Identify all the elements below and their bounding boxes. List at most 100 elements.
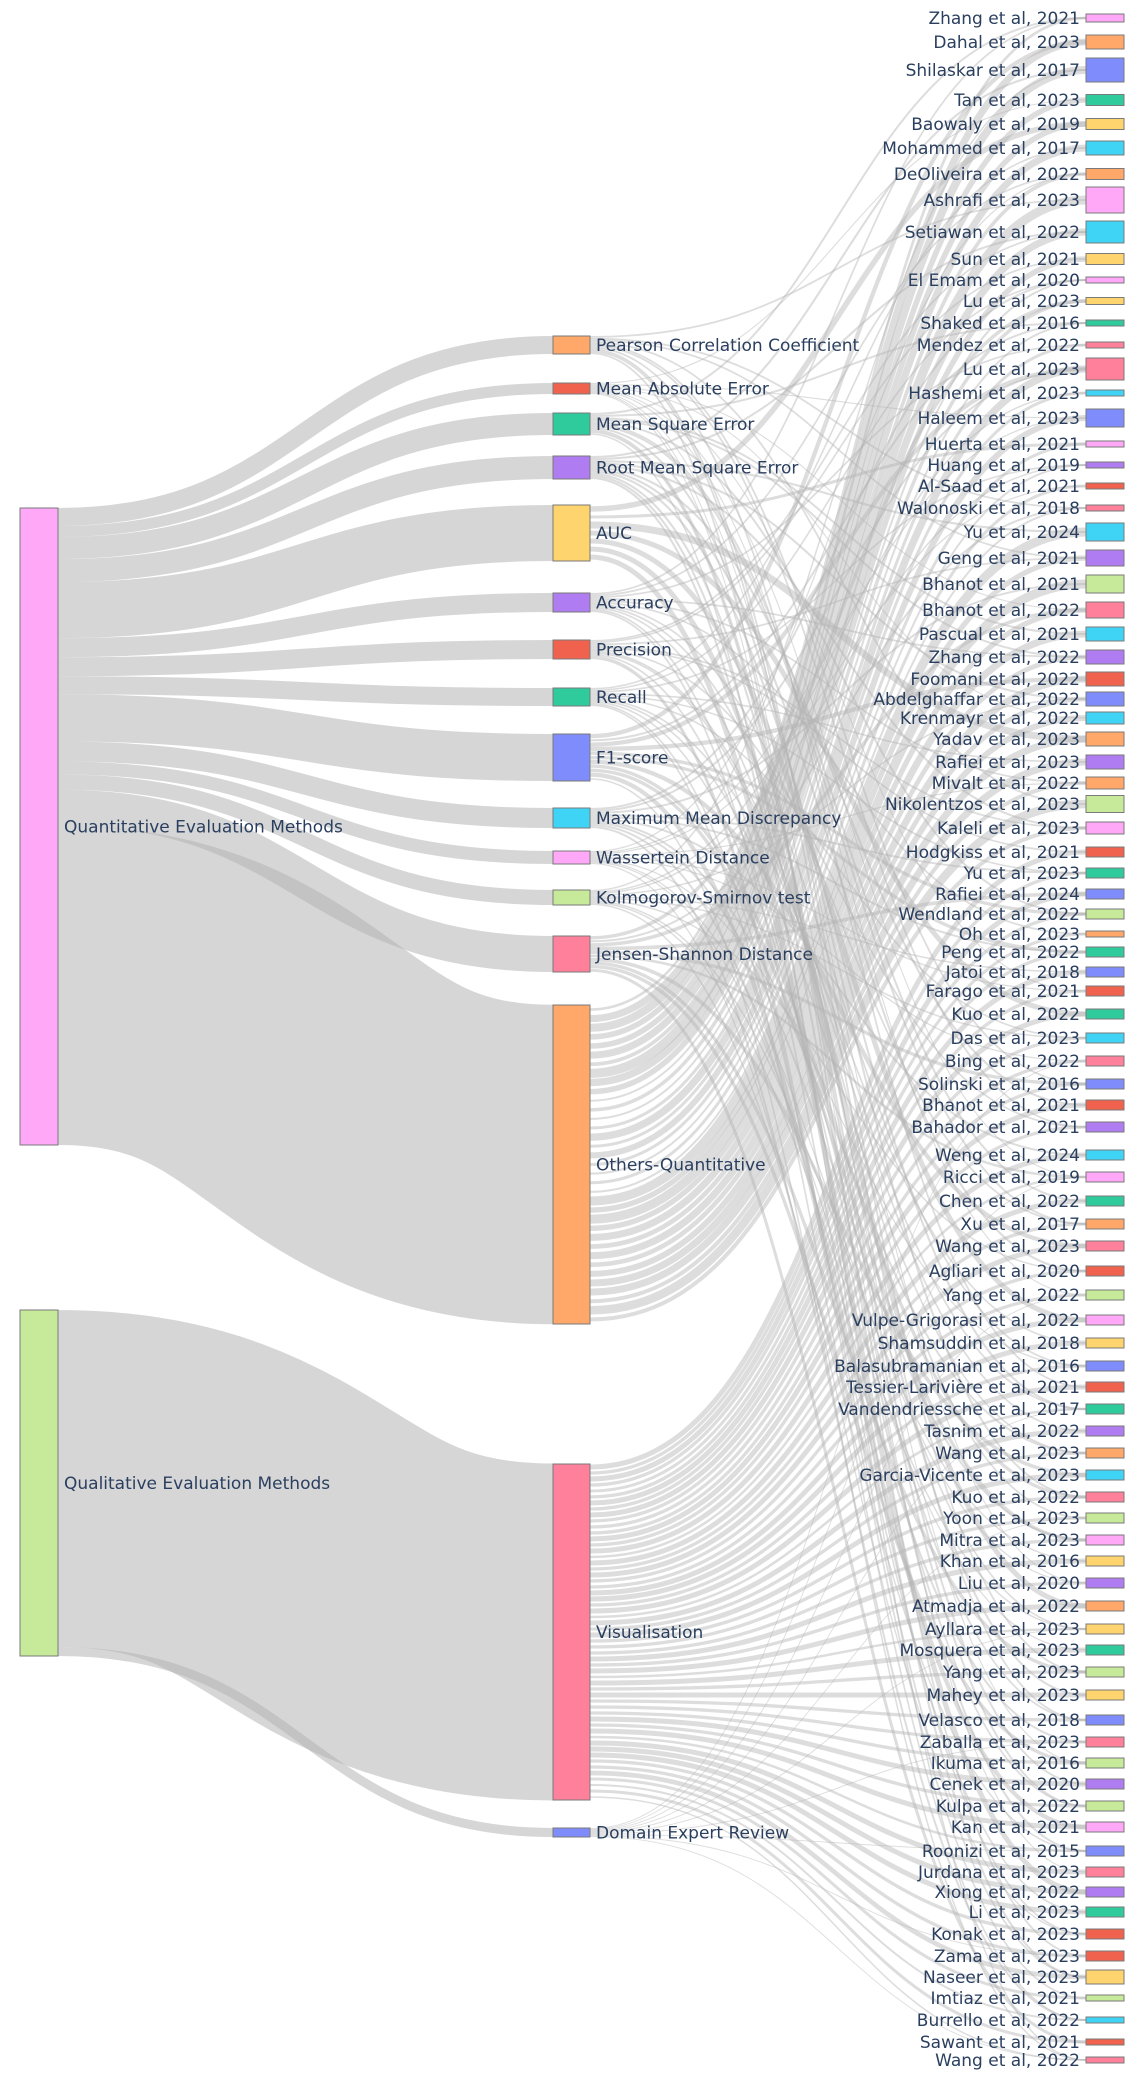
paper-node[interactable] [1085, 140, 1125, 156]
paper-node[interactable] [1085, 966, 1125, 978]
flow-precision-to-paper-8[interactable] [589, 231, 1087, 642]
flow-root-mean-square-error-to-paper-8[interactable] [589, 230, 1087, 461]
flow-quantitative-evaluation-methods-to-accuracy[interactable] [57, 592, 554, 658]
paper-node[interactable] [1085, 1666, 1125, 1678]
flow-others-quantitative-to-paper-6[interactable] [589, 172, 1087, 1067]
paper-node[interactable] [1085, 574, 1125, 594]
paper-node[interactable] [1085, 1600, 1125, 1612]
flow-mean-square-error-to-paper-12[interactable] [589, 322, 1087, 417]
flow-maximum-mean-discrepancy-to-paper-40[interactable] [589, 816, 1087, 953]
paper-node[interactable] [1085, 2038, 1125, 2046]
method-node-auc[interactable] [552, 504, 591, 562]
flow-precision-to-paper-86[interactable] [589, 655, 1087, 1978]
paper-node[interactable] [1085, 867, 1125, 879]
paper-node[interactable] [1085, 626, 1125, 642]
flow-visualisation-to-paper-87[interactable] [589, 1777, 1087, 2000]
flow-others-quantitative-to-paper-25[interactable] [589, 630, 1087, 1241]
flow-others-quantitative-to-paper-8[interactable] [589, 228, 1087, 1087]
flow-others-quantitative-to-paper-14[interactable] [589, 365, 1087, 1141]
flow-visualisation-to-paper-66[interactable] [589, 1538, 1087, 1655]
flow-wassertein-distance-to-paper-71[interactable] [589, 861, 1087, 1651]
flow-precision-to-paper-61[interactable] [589, 652, 1087, 1432]
flow-visualisation-to-paper-60[interactable] [589, 1407, 1087, 1619]
flow-visualisation-to-paper-43[interactable] [589, 1011, 1087, 1518]
flow-visualisation-to-paper-63[interactable] [589, 1472, 1087, 1638]
flow-others-quantitative-to-paper-11[interactable] [589, 299, 1087, 1112]
flow-visualisation-to-paper-78[interactable] [589, 1723, 1087, 1808]
flow-auc-to-paper-82[interactable] [589, 554, 1087, 1895]
flow-others-quantitative-to-paper-1[interactable] [589, 38, 1087, 1023]
flow-quantitative-evaluation-methods-to-jensen-shannon-distance[interactable] [57, 789, 554, 973]
flow-visualisation-to-paper-44[interactable] [589, 1036, 1087, 1523]
paper-node[interactable] [1085, 1623, 1125, 1635]
flow-others-quantitative-to-paper-32[interactable] [589, 781, 1087, 1304]
paper-node[interactable] [1085, 1736, 1125, 1748]
flow-visualisation-to-paper-65[interactable] [589, 1516, 1087, 1649]
flow-quantitative-evaluation-methods-to-pearson-correlation-coefficient[interactable] [57, 335, 554, 527]
paper-node[interactable] [1085, 1845, 1125, 1857]
flow-mean-absolute-error-to-paper-76[interactable] [589, 391, 1087, 1764]
paper-node[interactable] [1085, 649, 1125, 665]
paper-node[interactable] [1085, 1032, 1125, 1044]
method-node-domain-expert-review[interactable] [552, 1827, 591, 1838]
paper-node[interactable] [1085, 276, 1125, 284]
flow-pearson-correlation-coefficient-to-paper-85[interactable] [589, 352, 1087, 1957]
paper-node[interactable] [1085, 1055, 1125, 1067]
paper-node[interactable] [1085, 1314, 1125, 1326]
flow-visualisation-to-paper-59[interactable] [589, 1384, 1087, 1614]
flow-jensen-shannon-distance-to-paper-24[interactable] [589, 608, 1087, 947]
flow-accuracy-to-paper-65[interactable] [589, 606, 1087, 1519]
flow-visualisation-to-paper-82[interactable] [589, 1746, 1087, 1895]
flow-qualitative-evaluation-methods-to-domain-expert-review[interactable] [57, 1646, 554, 1838]
flow-quantitative-evaluation-methods-to-maximum-mean-discrepancy[interactable] [57, 741, 554, 829]
flow-visualisation-to-paper-37[interactable] [589, 891, 1087, 1482]
paper-node[interactable] [1085, 1121, 1125, 1133]
flow-f1-score-to-paper-1[interactable] [589, 39, 1087, 739]
flow-visualisation-to-paper-53[interactable] [589, 1243, 1087, 1578]
flow-visualisation-to-paper-85[interactable] [589, 1765, 1087, 1958]
flow-visualisation-to-paper-69[interactable] [589, 1603, 1087, 1674]
flow-visualisation-to-paper-80[interactable] [589, 1735, 1087, 1853]
flow-domain-expert-review-to-paper-50[interactable] [589, 1176, 1087, 1830]
paper-node[interactable] [1085, 522, 1125, 542]
flow-root-mean-square-error-to-paper-28[interactable] [589, 462, 1087, 701]
flow-others-quantitative-to-paper-10[interactable] [589, 279, 1087, 1102]
flow-maximum-mean-discrepancy-to-paper-36[interactable] [589, 814, 1087, 874]
paper-node[interactable] [1085, 2016, 1125, 2024]
flow-kolmogorov-smirnov-test-to-paper-54[interactable] [589, 899, 1087, 1272]
flow-precision-to-paper-22[interactable] [589, 557, 1087, 646]
flow-f1-score-to-paper-66[interactable] [589, 768, 1087, 1542]
flow-others-quantitative-to-paper-21[interactable] [589, 527, 1087, 1206]
flow-others-quantitative-to-paper-24[interactable] [589, 607, 1087, 1231]
flow-f1-score-to-paper-64[interactable] [589, 764, 1087, 1499]
flow-quantitative-evaluation-methods-to-others-quantitative[interactable] [54, 825, 557, 1325]
paper-node[interactable] [1085, 1994, 1125, 2002]
method-node-pearson-correlation-coefficient[interactable] [552, 335, 591, 355]
paper-node[interactable] [1085, 118, 1125, 130]
paper-node[interactable] [1085, 1577, 1125, 1589]
flow-visualisation-to-paper-54[interactable] [589, 1269, 1087, 1583]
flow-others-quantitative-to-paper-17[interactable] [589, 442, 1087, 1166]
flow-visualisation-to-paper-39[interactable] [589, 932, 1087, 1493]
flow-visualisation-to-paper-36[interactable] [589, 871, 1087, 1475]
paper-node[interactable] [1085, 1289, 1125, 1301]
flow-others-quantitative-to-paper-19[interactable] [589, 484, 1087, 1185]
paper-node[interactable] [1085, 253, 1125, 265]
paper-node[interactable] [1085, 1928, 1125, 1940]
flow-precision-to-paper-35[interactable] [589, 646, 1087, 853]
flow-visualisation-to-paper-57[interactable] [589, 1340, 1087, 1602]
source-node-quantitative-evaluation-methods[interactable] [19, 507, 59, 1146]
flow-quantitative-evaluation-methods-to-mean-square-error[interactable] [57, 412, 554, 560]
paper-node[interactable] [1085, 1969, 1125, 1985]
flow-visualisation-to-paper-58[interactable] [589, 1364, 1087, 1607]
flow-accuracy-to-paper-39[interactable] [589, 601, 1087, 935]
flow-kolmogorov-smirnov-test-to-paper-70[interactable] [589, 902, 1087, 1630]
flow-precision-to-paper-34[interactable] [589, 645, 1087, 829]
paper-node[interactable] [1085, 1689, 1125, 1701]
flow-pearson-correlation-coefficient-to-paper-22[interactable] [589, 339, 1087, 559]
flow-domain-expert-review-to-paper-85[interactable] [589, 1835, 1087, 1957]
flow-accuracy-to-paper-26[interactable] [589, 598, 1087, 658]
flow-mean-square-error-to-paper-0[interactable] [589, 17, 1087, 415]
flow-quantitative-evaluation-methods-to-wassertein-distance[interactable] [57, 761, 554, 865]
flow-pearson-correlation-coefficient-to-paper-48[interactable] [589, 345, 1087, 1128]
